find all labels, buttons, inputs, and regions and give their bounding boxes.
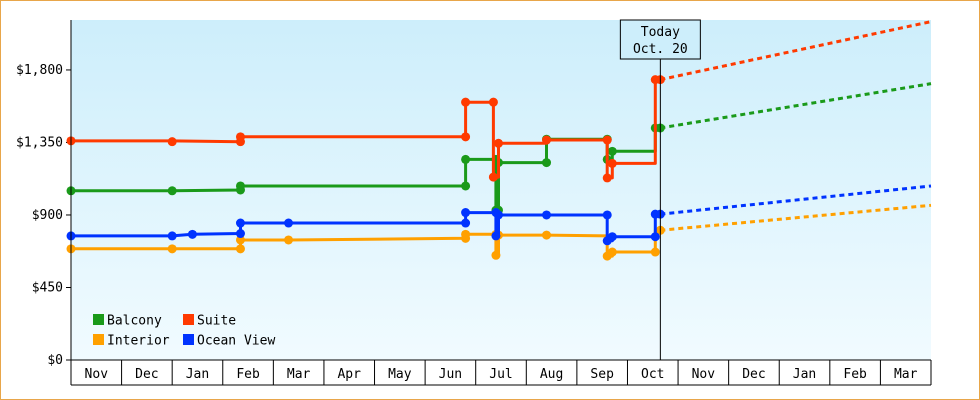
data-point-ocean-view: [461, 218, 471, 228]
y-tick-label: $1,800: [16, 63, 63, 78]
today-box: [619, 19, 701, 60]
forecast-line-balcony: [660, 82, 932, 130]
month-label: Feb: [843, 367, 867, 382]
data-point-ocean-view: [650, 232, 660, 242]
forecast-line-suite: [660, 20, 932, 82]
legend: Balcony Suite Interior Ocean View: [93, 314, 275, 349]
month-label: Oct: [641, 367, 664, 382]
data-point-ocean-view: [187, 229, 197, 239]
y-tick-label: $0: [47, 353, 63, 368]
today-label: Today: [641, 25, 680, 40]
data-point-interior: [167, 244, 177, 254]
month-label: May: [388, 367, 412, 382]
data-point-ocean-view: [284, 218, 294, 228]
data-point-suite: [488, 172, 498, 182]
data-point-balcony: [542, 158, 552, 168]
data-point-balcony: [461, 154, 471, 164]
data-point-balcony: [167, 186, 177, 196]
data-point-ocean-view: [602, 210, 612, 220]
data-point-suite: [493, 138, 503, 148]
axes: [70, 20, 931, 361]
data-point-balcony: [235, 181, 245, 191]
data-point-ocean-view: [493, 210, 503, 220]
data-point-suite: [461, 97, 471, 107]
data-point-suite: [461, 132, 471, 142]
month-label: Nov: [85, 367, 109, 382]
month-label: Aug: [540, 367, 563, 382]
data-point-ocean-view: [607, 232, 617, 242]
x-axis-months: Nov Dec Jan Feb Mar Apr May Jun Jul Aug Sep Oct Nov D…: [70, 360, 932, 386]
month-label: Nov: [692, 367, 716, 382]
data-point-balcony: [461, 181, 471, 191]
month-label: Jan: [186, 367, 209, 382]
month-label: Jun: [439, 367, 462, 382]
data-point-interior: [284, 235, 294, 245]
data-point-suite: [542, 135, 552, 145]
data-point-suite: [602, 173, 612, 183]
data-point-interior: [491, 250, 501, 260]
data-point-ocean-view: [461, 208, 471, 218]
data-point-interior: [235, 235, 245, 245]
data-point-interior: [650, 247, 660, 257]
data-point-ocean-view: [491, 231, 501, 241]
month-label: Feb: [236, 367, 260, 382]
data-point-balcony: [607, 146, 617, 156]
data-point-ocean-view: [542, 210, 552, 220]
month-label: Dec: [135, 367, 158, 382]
y-tick-label: $1,350: [16, 135, 63, 150]
data-point-interior: [542, 230, 552, 240]
data-point-suite: [235, 132, 245, 142]
data-point-interior: [235, 244, 245, 254]
legend-swatch: [183, 314, 194, 325]
today-marker: Today Oct. 20: [619, 19, 701, 360]
today-date: Oct. 20: [633, 42, 688, 57]
data-point-ocean-view: [235, 229, 245, 239]
legend-swatch: [93, 314, 104, 325]
data-point-interior: [461, 229, 471, 239]
legend-label: Interior: [107, 334, 170, 349]
data-point-suite: [607, 158, 617, 168]
y-axis-ticks: $0 $450 $900 $1,350 $1,800: [16, 63, 71, 368]
data-point-suite: [602, 135, 612, 145]
month-label: Sep: [590, 367, 614, 382]
data-point-suite: [488, 97, 498, 107]
data-point-ocean-view: [167, 231, 177, 241]
legend-label: Ocean View: [197, 334, 275, 349]
legend-swatch: [183, 334, 194, 345]
data-point-ocean-view: [235, 218, 245, 228]
month-label: Mar: [894, 367, 918, 382]
data-point-suite: [167, 137, 177, 147]
y-tick-label: $450: [32, 280, 63, 295]
legend-swatch: [93, 334, 104, 345]
forecast-line-ocean-view: [660, 184, 932, 216]
legend-label: Suite: [197, 314, 236, 329]
legend-label: Balcony: [107, 314, 162, 329]
forecast-line-interior: [660, 203, 932, 232]
month-label: Jan: [793, 367, 816, 382]
month-label: Dec: [742, 367, 765, 382]
month-label: Jul: [489, 367, 512, 382]
y-tick-label: $900: [32, 208, 63, 223]
series-layer: [66, 20, 932, 261]
month-label: Apr: [337, 367, 361, 382]
month-label: Mar: [287, 367, 311, 382]
data-point-interior: [607, 247, 617, 257]
